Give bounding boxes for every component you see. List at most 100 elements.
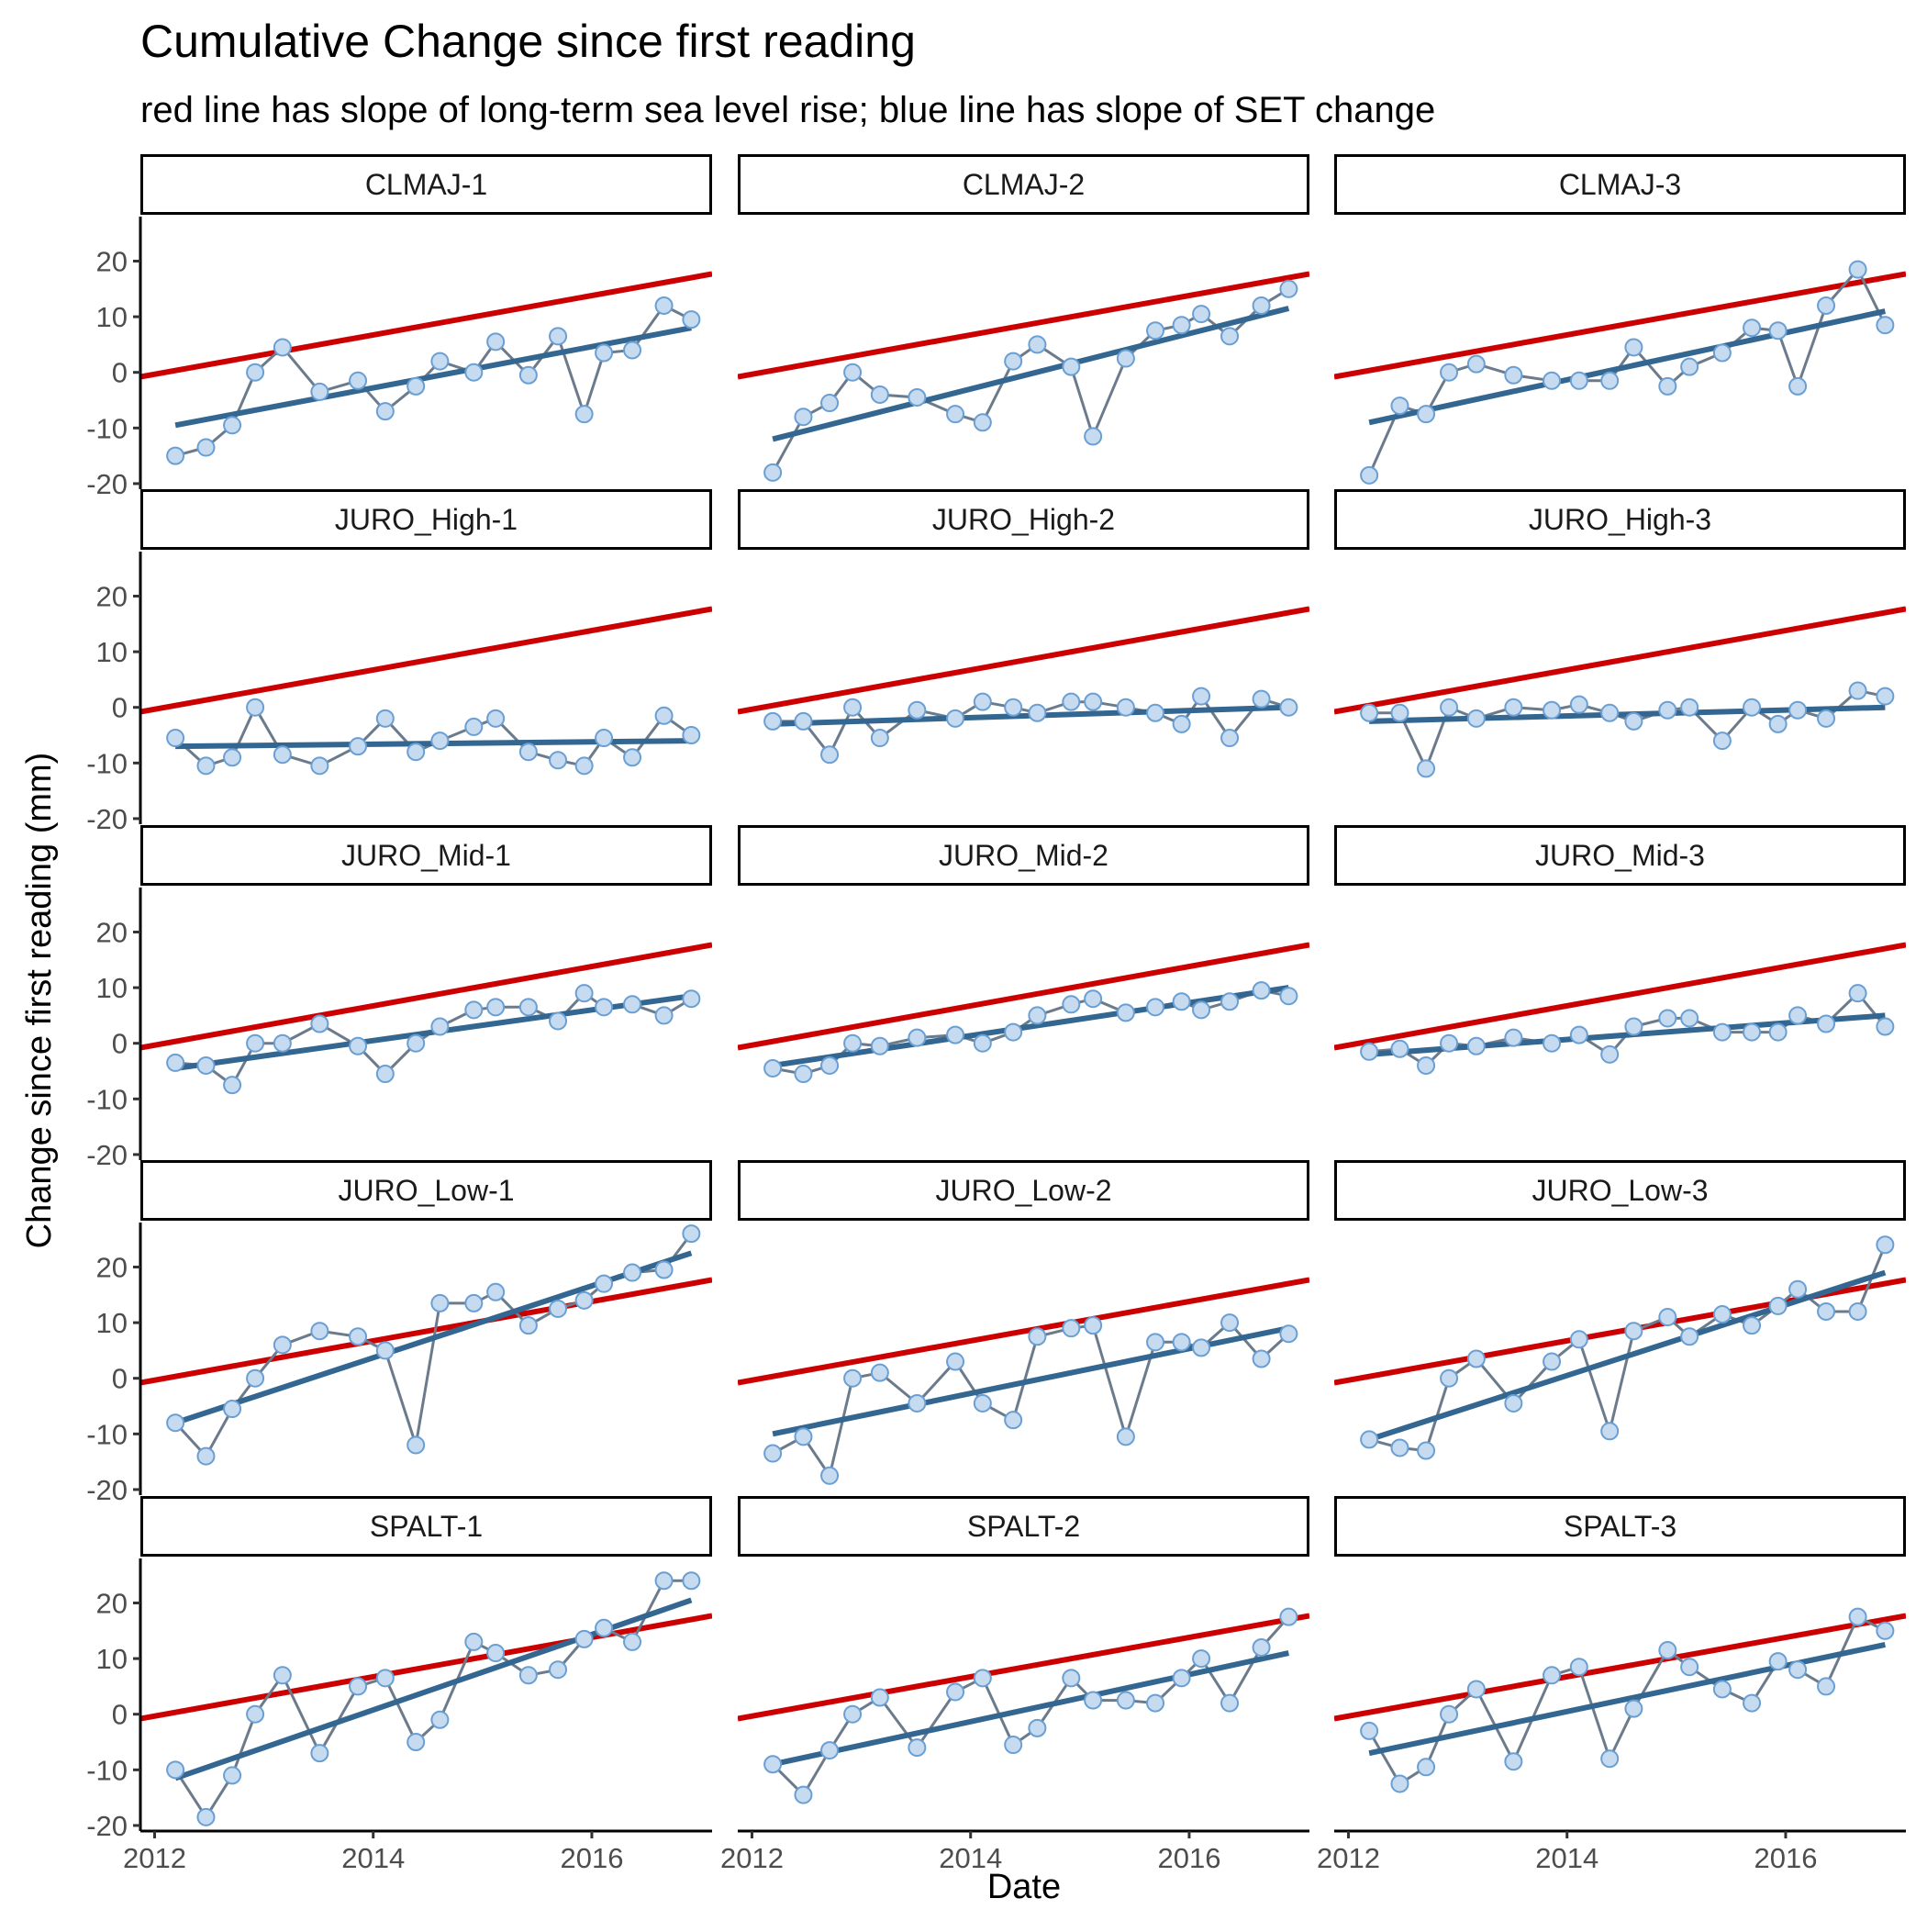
data-point xyxy=(1192,1338,1211,1357)
data-point xyxy=(820,394,840,413)
data-point xyxy=(763,1755,783,1774)
data-point xyxy=(1658,700,1677,720)
data-point xyxy=(1600,1422,1620,1441)
data-point xyxy=(486,1644,506,1663)
data-point xyxy=(574,1629,594,1648)
data-point xyxy=(1680,1658,1699,1677)
data-point xyxy=(1658,1308,1677,1327)
panel-strip xyxy=(140,1496,712,1557)
data-point xyxy=(1360,1721,1379,1740)
data-point xyxy=(1848,1301,1867,1321)
data-point xyxy=(1600,1044,1620,1064)
facet-panels: CLMAJ-1 -20 -10 0 10 20 CLMAJ-2 CLMAJ-3 JURO_Hig… xyxy=(86,154,1906,1874)
data-point xyxy=(464,1293,484,1312)
data-point xyxy=(1116,1427,1135,1446)
data-point xyxy=(1028,1327,1047,1346)
data-point xyxy=(1279,1607,1298,1626)
data-point xyxy=(1192,1000,1211,1020)
y-tick-label: 10 xyxy=(96,1307,128,1339)
data-point xyxy=(1440,1368,1459,1388)
data-point xyxy=(794,408,813,427)
data-point xyxy=(196,1807,216,1826)
data-point xyxy=(1768,714,1788,733)
panel-strip-label: JURO_Mid-3 xyxy=(1535,839,1705,872)
data-point xyxy=(196,1446,216,1466)
y-tick-label: 10 xyxy=(96,301,128,333)
data-point xyxy=(574,756,594,776)
data-point xyxy=(1876,1235,1895,1255)
data-point xyxy=(1360,1430,1379,1449)
data-point xyxy=(870,1036,889,1055)
data-point xyxy=(1417,405,1436,424)
data-point xyxy=(1084,989,1103,1009)
data-point xyxy=(623,1632,642,1651)
data-point xyxy=(166,1413,185,1433)
data-point xyxy=(908,1393,927,1413)
panel-plot-area xyxy=(1334,1235,1906,1460)
data-point xyxy=(595,998,614,1017)
panel-strip-label: CLMAJ-1 xyxy=(365,168,487,201)
data-point xyxy=(1146,1693,1165,1713)
y-tick-label: -20 xyxy=(86,803,128,835)
data-point xyxy=(946,405,965,424)
panel: CLMAJ-2 xyxy=(738,154,1309,482)
data-point xyxy=(1788,376,1808,396)
data-point xyxy=(375,709,395,728)
data-line xyxy=(1368,1244,1887,1453)
panel-strip-label: SPALT-2 xyxy=(967,1510,1080,1543)
data-point xyxy=(549,751,568,770)
panel-plot-area xyxy=(738,606,1309,765)
data-point xyxy=(595,343,614,363)
data-point xyxy=(1848,681,1867,700)
data-point xyxy=(1876,1621,1895,1640)
data-point xyxy=(166,446,185,465)
data-point xyxy=(682,1571,701,1591)
data-point xyxy=(166,729,185,748)
data-point xyxy=(430,352,450,371)
data-point xyxy=(1743,698,1762,717)
data-point xyxy=(1116,1003,1135,1022)
data-point xyxy=(223,416,242,435)
data-point xyxy=(349,1677,368,1696)
data-point xyxy=(1116,698,1135,717)
data-point xyxy=(1192,1649,1211,1669)
data-point xyxy=(518,1666,538,1685)
data-point xyxy=(1390,703,1409,722)
data-point xyxy=(1569,695,1588,714)
data-point xyxy=(1624,1017,1643,1036)
sea-level-line xyxy=(738,1277,1309,1386)
sea-level-line xyxy=(140,271,712,380)
set-trend-line xyxy=(1368,1269,1887,1443)
data-point xyxy=(1360,703,1379,722)
data-point xyxy=(654,1260,674,1279)
set-trend-line xyxy=(772,1650,1289,1768)
data-point xyxy=(623,1263,642,1282)
sea-level-line xyxy=(140,606,712,715)
x-tick-label: 2012 xyxy=(720,1842,784,1874)
data-point xyxy=(1220,1693,1240,1713)
data-point xyxy=(1658,1641,1677,1660)
data-point xyxy=(973,1033,992,1053)
x-axis-title: Date xyxy=(987,1868,1061,1906)
data-point xyxy=(1466,709,1486,728)
panel: SPALT-1 -20 -10 0 10 20 2012 2014 2016 xyxy=(86,1496,712,1874)
data-point xyxy=(1768,1022,1788,1042)
data-point xyxy=(908,700,927,720)
data-point xyxy=(549,1660,568,1680)
panel: JURO_Low-3 xyxy=(1334,1160,1906,1460)
data-point xyxy=(1062,1669,1081,1688)
data-point xyxy=(1360,1042,1379,1061)
data-point xyxy=(464,1000,484,1020)
panel-strip-label: JURO_Mid-1 xyxy=(341,839,511,872)
data-point xyxy=(574,405,594,424)
x-tick-label: 2012 xyxy=(1317,1842,1380,1874)
data-point xyxy=(1788,1279,1808,1299)
data-point xyxy=(1004,698,1023,717)
data-point xyxy=(1440,1033,1459,1053)
data-point xyxy=(430,1293,450,1312)
data-point xyxy=(1466,1680,1486,1699)
data-point xyxy=(1028,703,1047,722)
set-trend-line xyxy=(772,306,1290,442)
y-tick-label: -10 xyxy=(86,412,128,444)
data-point xyxy=(246,1368,265,1388)
